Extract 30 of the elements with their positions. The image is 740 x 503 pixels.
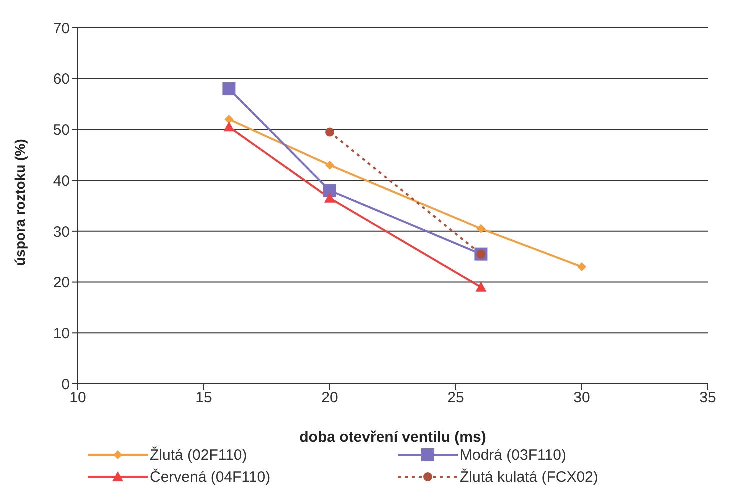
y-tick-label: 20 (53, 274, 70, 292)
y-tick-label: 50 (53, 122, 70, 140)
legend-label: Žlutá (02F110) (150, 446, 248, 464)
legend-label: Červená (04F110) (150, 468, 271, 486)
x-tick-label: 25 (448, 390, 464, 407)
point (326, 160, 334, 170)
y-axis-title: úspora roztoku (%) (12, 139, 28, 266)
x-tick-label: 30 (574, 390, 590, 407)
point (578, 262, 586, 272)
legend-label: Modrá (03F110) (460, 446, 566, 464)
x-tick-label: 20 (322, 390, 338, 407)
point (224, 115, 234, 124)
y-tick-label: 40 (53, 172, 70, 190)
x-tick-label: 15 (196, 390, 212, 407)
point (324, 184, 336, 198)
point (476, 224, 486, 234)
x-tick-label: 10 (70, 390, 86, 407)
point (324, 192, 336, 203)
point (326, 128, 334, 137)
y-tick-label: 0 (62, 376, 70, 394)
point (222, 82, 236, 96)
y-tick-label: 10 (53, 325, 70, 342)
legend-label: Žlutá kulatá (FCX02) (460, 468, 598, 486)
point (476, 282, 487, 292)
y-tick-label: 60 (53, 71, 70, 88)
point (224, 122, 235, 132)
x-tick-label: 35 (700, 390, 716, 407)
x-axis-title: doba otevření ventilu (ms) (300, 429, 486, 446)
y-tick-label: 30 (53, 224, 70, 241)
y-tick-label: 70 (53, 20, 70, 38)
